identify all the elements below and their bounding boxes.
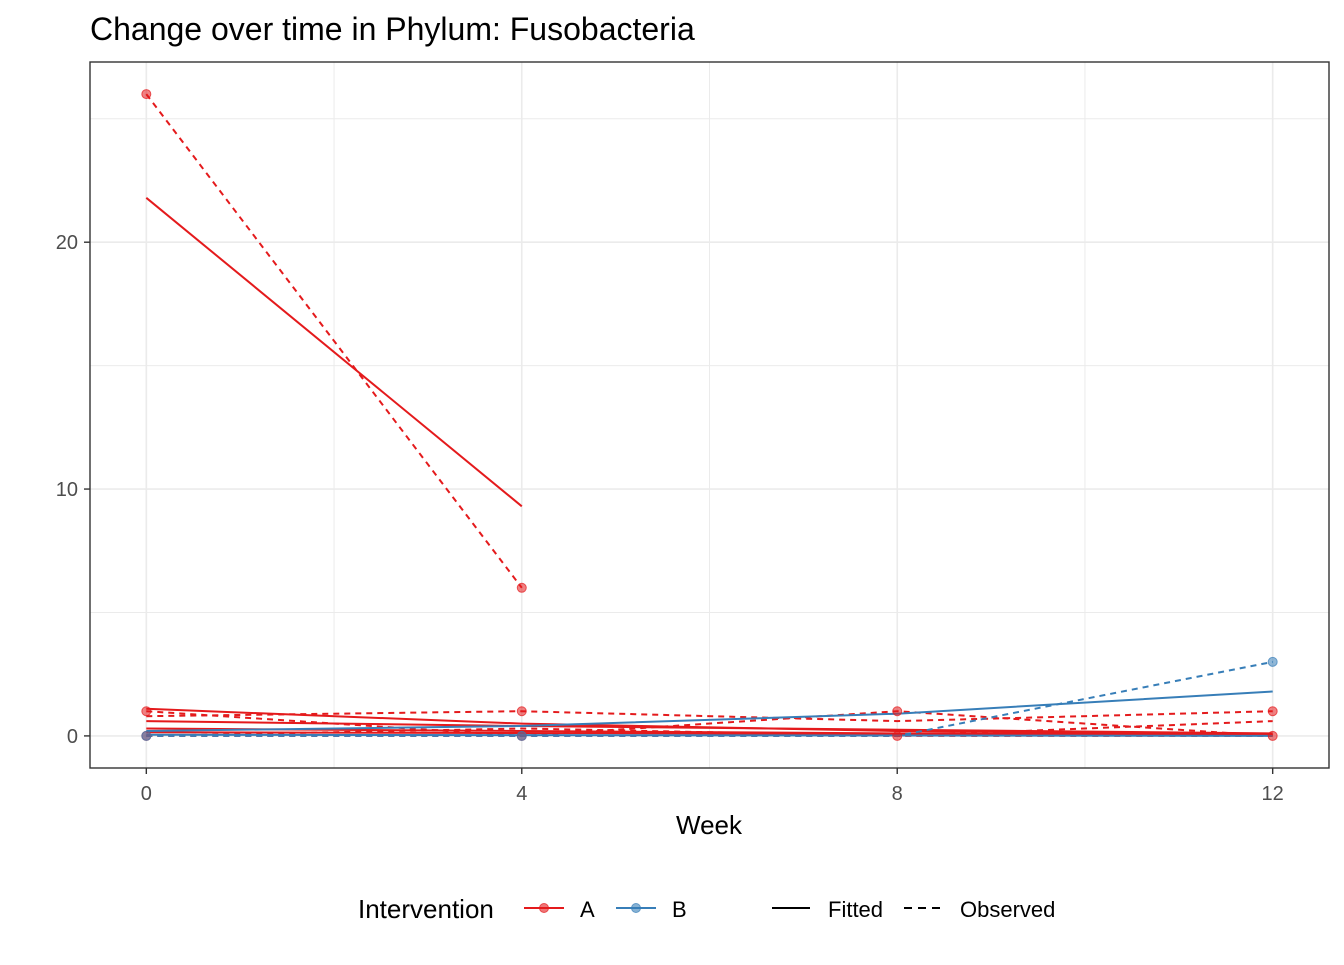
point-a [516, 706, 527, 717]
point-a [141, 89, 152, 100]
y-tick-label: 20 [56, 232, 78, 254]
y-tick-label: 0 [67, 726, 78, 748]
legend-label-b: B [672, 897, 687, 922]
legend-key-b [616, 903, 656, 913]
plot-panel-border [89, 61, 1330, 769]
x-tick-label: 8 [892, 783, 903, 805]
point-b [516, 730, 527, 741]
series-a-fitted-line [145, 197, 523, 508]
legend: Intervention A B Fitted Observed [358, 894, 1055, 924]
point-b [141, 730, 152, 741]
point-a [1267, 706, 1278, 717]
x-tick-label: 12 [1262, 783, 1284, 805]
series-a-observed-line [146, 710, 1273, 723]
point-a [516, 582, 527, 593]
point-a [892, 730, 903, 741]
chart-title: Change over time in Phylum: Fusobacteria [90, 11, 695, 47]
series-lines [145, 93, 1273, 737]
legend-label-fitted: Fitted [828, 897, 883, 922]
point-a [1267, 730, 1278, 741]
x-tick-label: 0 [141, 783, 152, 805]
series-b-fitted-line [146, 690, 1273, 732]
point-b [1267, 656, 1278, 667]
x-axis-label: Week [676, 810, 743, 840]
axes: 0 4 8 12 0 10 20 [56, 232, 1284, 805]
series-b-fitted-line [146, 733, 1273, 737]
y-tick-label: 10 [56, 479, 78, 501]
series-a-fitted-line [146, 720, 1273, 735]
point-a [141, 706, 152, 717]
series-a-fitted-line [146, 731, 1273, 736]
legend-label-a: A [580, 897, 595, 922]
legend-title: Intervention [358, 894, 494, 924]
point-a [892, 706, 903, 717]
series-a-observed-line [145, 93, 523, 589]
data-points [141, 89, 1278, 741]
x-tick-label: 4 [516, 783, 527, 805]
legend-label-observed: Observed [960, 897, 1055, 922]
legend-key-a [524, 903, 564, 913]
